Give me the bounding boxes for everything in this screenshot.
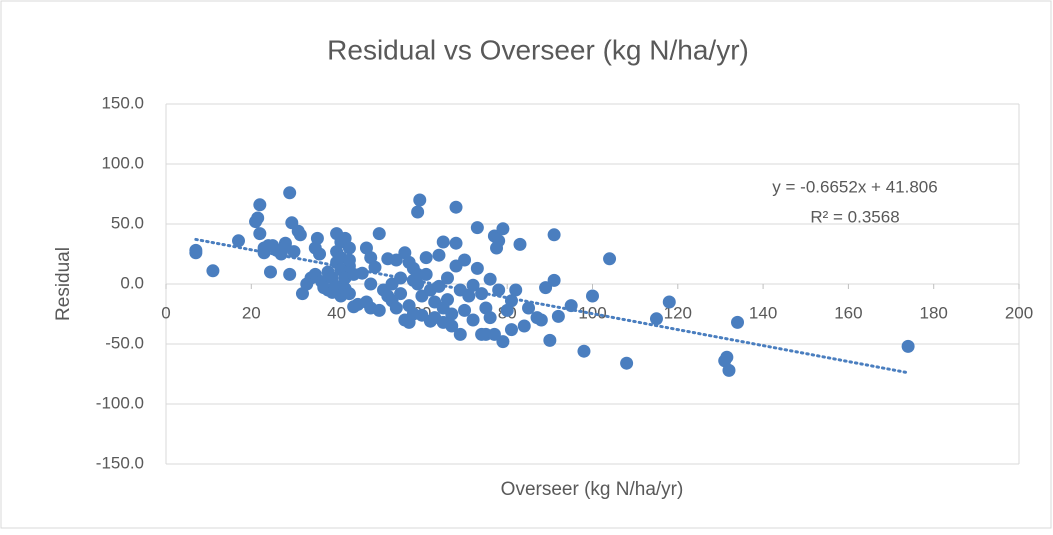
point <box>445 307 459 321</box>
point <box>440 271 454 285</box>
point <box>253 227 267 241</box>
point <box>517 319 531 333</box>
point <box>462 289 476 303</box>
point <box>543 333 557 347</box>
y-tick-label: 0.0 <box>120 273 144 292</box>
point <box>436 235 450 249</box>
x-tick-label: 200 <box>1005 303 1033 322</box>
point <box>722 363 736 377</box>
point <box>310 231 324 245</box>
point <box>449 236 463 250</box>
x-tick-label: 160 <box>834 303 862 322</box>
point <box>372 303 386 317</box>
trend-equation: y = -0.6652x + 41.806 <box>772 177 937 196</box>
point <box>496 222 510 236</box>
point <box>649 312 663 326</box>
point <box>620 356 634 370</box>
point <box>389 301 403 315</box>
point <box>551 309 565 323</box>
point <box>342 253 356 267</box>
point <box>470 221 484 235</box>
point <box>662 295 676 309</box>
point <box>483 311 497 325</box>
y-axis-title: Residual <box>53 247 74 321</box>
point <box>492 283 506 297</box>
point <box>586 289 599 303</box>
point <box>283 186 297 200</box>
x-tick-label: 0 <box>161 303 170 322</box>
point <box>487 327 501 341</box>
point <box>419 251 433 265</box>
point <box>539 281 553 295</box>
point <box>720 350 734 364</box>
point <box>901 339 915 353</box>
point <box>458 303 472 317</box>
point <box>389 253 403 267</box>
point <box>577 344 591 358</box>
point <box>449 200 463 214</box>
point <box>466 313 480 327</box>
point <box>731 315 745 329</box>
trend-r2: R² = 0.3568 <box>810 207 899 226</box>
y-tick-label: 150.0 <box>101 93 144 112</box>
x-tick-label: 20 <box>242 303 261 322</box>
y-tick-label: 100.0 <box>101 153 144 172</box>
point <box>466 278 480 292</box>
point <box>419 267 433 281</box>
point <box>432 248 446 262</box>
chart-title: Residual vs Overseer (kg N/ha/yr) <box>327 34 749 65</box>
point <box>342 241 356 255</box>
point <box>372 227 386 241</box>
point <box>547 228 561 242</box>
point <box>206 264 220 278</box>
point <box>492 234 506 248</box>
y-tick-label: -50.0 <box>105 333 144 352</box>
point <box>445 319 459 333</box>
point <box>496 335 510 349</box>
point <box>313 247 327 261</box>
x-axis-title: Overseer (kg N/ha/yr) <box>501 479 684 500</box>
point <box>364 277 378 291</box>
y-tick-label: 50.0 <box>111 213 144 232</box>
point <box>251 211 265 225</box>
point <box>470 261 484 275</box>
point <box>411 205 425 219</box>
point <box>458 253 472 267</box>
point <box>413 193 427 207</box>
y-tick-label: -100.0 <box>96 393 144 412</box>
point <box>263 265 277 279</box>
point <box>483 272 497 286</box>
point <box>232 234 246 248</box>
point <box>513 237 527 251</box>
x-tick-label: 40 <box>327 303 346 322</box>
x-tick-label: 140 <box>749 303 777 322</box>
point <box>368 260 382 274</box>
point <box>504 323 518 337</box>
y-tick-label: -150.0 <box>96 453 144 472</box>
point <box>547 273 561 287</box>
point <box>534 313 548 327</box>
point <box>440 293 454 307</box>
point <box>189 246 203 260</box>
point <box>283 267 297 281</box>
point <box>509 283 523 297</box>
point <box>293 228 307 242</box>
trendline <box>194 237 910 375</box>
point <box>603 252 617 266</box>
point <box>253 198 267 212</box>
point <box>394 287 408 301</box>
point <box>287 245 301 259</box>
point <box>453 327 467 341</box>
point <box>342 287 356 301</box>
x-tick-label: 180 <box>920 303 948 322</box>
point <box>522 301 536 315</box>
